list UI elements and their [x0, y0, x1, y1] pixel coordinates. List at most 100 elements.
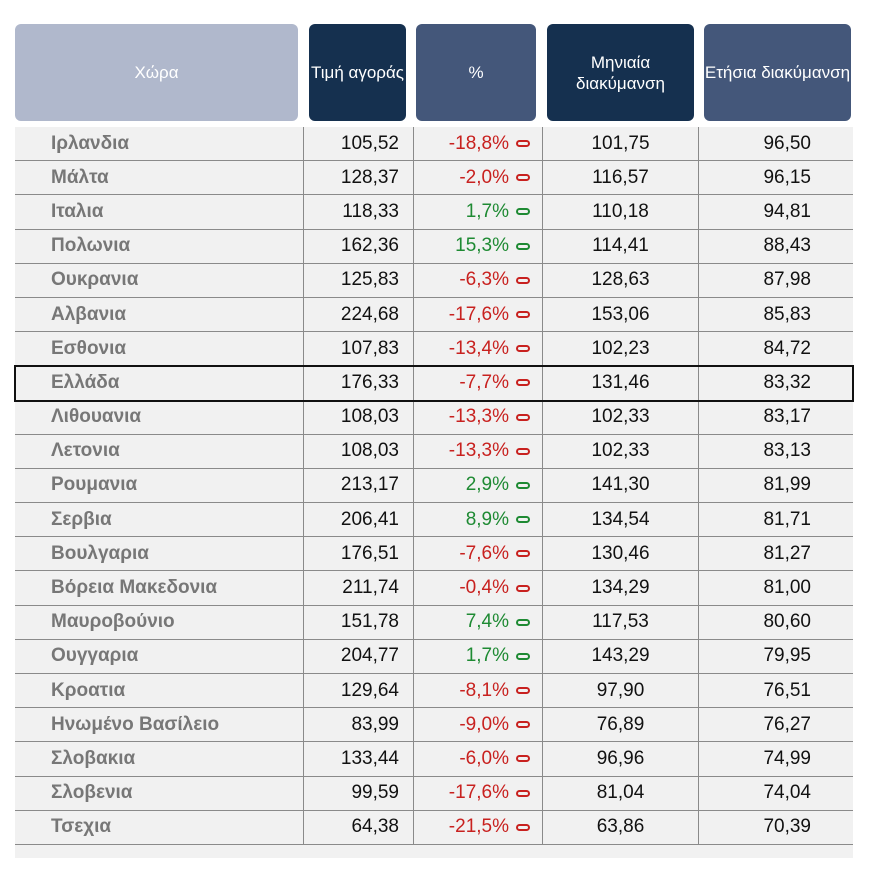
cell-text: Λετονια [51, 440, 120, 462]
header-country: Χώρα [15, 24, 298, 121]
cell-text: 70,39 [763, 816, 811, 838]
country-cell: Τσεχια [15, 811, 303, 844]
cell-text: 143,29 [591, 645, 650, 667]
country-cell: Ελλάδα [15, 366, 303, 399]
percent-cell: 8,9% [413, 503, 542, 537]
cell-text: 102,33 [591, 440, 650, 462]
table-row: Μάλτα 128,37 -2,0% 116,57 96,15 [15, 161, 853, 196]
price-cell: 204,77 [303, 639, 413, 673]
cell-text: 64,38 [351, 816, 399, 838]
arrow-down-icon [516, 345, 530, 353]
price-cell: 107,83 [303, 332, 413, 366]
arrow-up-icon [516, 618, 530, 626]
arrow-down-icon [516, 174, 530, 182]
cell-text: 81,71 [763, 508, 811, 530]
yearly-cell: 74,04 [698, 776, 853, 810]
price-cell: 118,33 [303, 195, 413, 229]
arrow-up-icon [516, 208, 530, 216]
percent-cell: -13,4% [413, 332, 542, 366]
arrow-down-icon [516, 687, 530, 695]
country-cell: Σερβια [15, 503, 303, 536]
price-cell: 211,74 [303, 571, 413, 605]
monthly-cell: 134,29 [542, 571, 698, 605]
yearly-cell: 88,43 [698, 229, 853, 263]
header-yearly: Ετήσια διακύμανση [704, 24, 851, 121]
cell-text: 114,41 [592, 235, 649, 257]
arrow-down-icon [516, 413, 530, 421]
yearly-cell: 81,27 [698, 537, 853, 571]
yearly-cell: 96,50 [698, 127, 853, 161]
table-row: Ελλάδα 176,33 -7,7% 131,46 83,32 [14, 365, 854, 402]
cell-text: 129,64 [340, 679, 399, 701]
header-price: Τιμή αγοράς [309, 24, 406, 121]
arrow-up-icon [516, 516, 530, 524]
cell-text: 134,54 [591, 508, 650, 530]
cell-text: Ιταλια [51, 200, 104, 222]
country-cell: Ουκρανια [15, 264, 303, 297]
table-row: Λιθουανια 108,03 -13,3% 102,33 83,17 [15, 400, 853, 435]
country-cell: Βόρεια Μακεδονια [15, 571, 303, 604]
cell-text: 2,9% [465, 474, 509, 496]
cell-text: -7,6% [459, 542, 509, 564]
monthly-cell: 130,46 [542, 537, 698, 571]
cell-text: 105,52 [340, 132, 399, 154]
cell-text: 76,27 [763, 713, 811, 735]
arrow-down-icon [516, 823, 530, 831]
cell-text: 96,50 [763, 132, 811, 154]
percent-cell: -8,1% [413, 674, 542, 708]
cell-text: Κροατια [51, 679, 126, 701]
percent-cell: -7,6% [413, 537, 542, 571]
cell-text: Ουκρανια [51, 269, 139, 291]
cell-text: 76,51 [763, 679, 811, 701]
cell-text: 1,7% [465, 645, 509, 667]
yearly-cell: 81,99 [698, 468, 853, 503]
cell-text: 224,68 [340, 303, 399, 325]
cell-text: 76,89 [596, 713, 645, 735]
country-cell: Λιθουανια [15, 401, 303, 434]
cell-text: Ελλάδα [51, 371, 120, 393]
cell-text: -6,3% [459, 269, 509, 291]
cell-text: 204,77 [340, 645, 399, 667]
percent-cell: -9,0% [413, 708, 542, 742]
monthly-cell: 131,46 [542, 366, 698, 400]
cell-text: 107,83 [340, 337, 399, 359]
cell-text: 81,00 [763, 577, 811, 599]
cell-text: Βόρεια Μακεδονια [51, 577, 218, 599]
arrow-down-icon [516, 584, 530, 592]
arrow-down-icon [516, 379, 530, 387]
yearly-cell: 84,72 [698, 332, 853, 366]
cell-text: 94,81 [763, 200, 811, 222]
table-row: Αλβανια 224,68 -17,6% 153,06 85,83 [15, 297, 853, 333]
arrow-up-icon [516, 481, 530, 489]
cell-text: 110,18 [592, 200, 649, 222]
table-row: Κροατια 129,64 -8,1% 97,90 76,51 [15, 674, 853, 709]
cell-text: 213,17 [340, 474, 399, 496]
country-cell: Πολωνια [15, 230, 303, 263]
monthly-cell: 102,33 [542, 400, 698, 434]
percent-cell: 1,7% [413, 639, 542, 673]
price-cell: 64,38 [303, 810, 413, 844]
header-percent: % [416, 24, 536, 121]
country-cell: Μάλτα [15, 161, 303, 194]
cell-text: 102,33 [591, 406, 650, 428]
cell-text: 108,03 [340, 440, 399, 462]
table-row: Βόρεια Μακεδονια 211,74 -0,4% 134,29 81,00 [15, 571, 853, 606]
percent-cell: 2,9% [413, 468, 542, 503]
percent-cell: -21,5% [413, 810, 542, 844]
cell-text: 81,04 [596, 782, 645, 804]
price-cell: 83,99 [303, 708, 413, 742]
country-cell: Ηνωμένο Βασίλειο [15, 708, 303, 741]
cell-text: 134,29 [591, 577, 650, 599]
percent-cell: -6,3% [413, 263, 542, 297]
cell-text: -13,3% [448, 406, 509, 428]
table-row: Πολωνια 162,36 15,3% 114,41 88,43 [15, 229, 853, 264]
arrow-down-icon [516, 755, 530, 763]
monthly-cell: 116,57 [542, 161, 698, 195]
cell-text: 128,63 [591, 269, 650, 291]
country-cell: Κροατια [15, 674, 303, 707]
cell-text: 133,44 [340, 747, 399, 769]
percent-cell: -17,6% [413, 776, 542, 810]
monthly-cell: 114,41 [542, 229, 698, 263]
cell-text: Ιρλανδια [51, 132, 130, 154]
arrow-down-icon [516, 550, 530, 558]
